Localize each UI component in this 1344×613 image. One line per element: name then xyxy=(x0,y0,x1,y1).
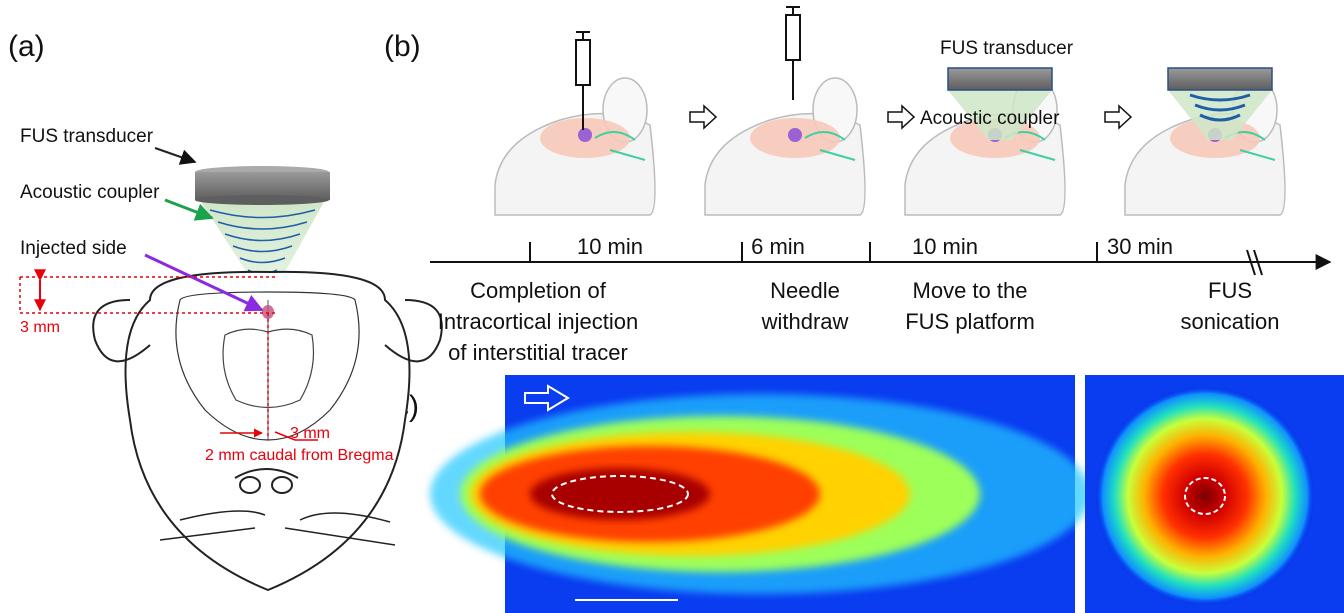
step-arrow xyxy=(690,106,716,128)
syringe xyxy=(576,40,590,85)
interval-label: 6 min xyxy=(751,234,805,259)
annotation: FUS transducer xyxy=(20,126,154,147)
panel-label: (a) xyxy=(8,30,45,63)
mouse xyxy=(705,7,865,215)
panel-a-drawing xyxy=(20,148,442,590)
section-label: 2 mm caudal from Bregma xyxy=(205,447,394,464)
annotation: Injected side xyxy=(20,238,127,259)
timeline-labels: 10 min 6 min 10 min 30 min Completion of Intr… xyxy=(438,234,1280,365)
interval-label: 30 min xyxy=(1107,234,1173,259)
step-label: Completion of xyxy=(470,278,607,303)
annotation: Acoustic coupler xyxy=(920,108,1060,129)
figure: (a) (b) (c) FUS transducer Acoustic coup… xyxy=(0,0,1344,613)
interval-label: 10 min xyxy=(577,234,643,259)
mouse xyxy=(1125,68,1285,215)
step-label: sonication xyxy=(1180,309,1279,334)
panel-label: (b) xyxy=(384,30,421,63)
step-label: FUS platform xyxy=(905,309,1035,334)
annotation: FUS transducer xyxy=(940,38,1074,59)
step-label: of interstitial tracer xyxy=(448,340,628,365)
interval-label: 10 min xyxy=(912,234,978,259)
panel-b-drawing xyxy=(495,7,1285,215)
step-arrow xyxy=(1105,106,1131,128)
step-arrow xyxy=(888,106,914,128)
dimension-label: 3 mm xyxy=(290,425,330,442)
dimension-label: 3 mm xyxy=(20,319,60,336)
syringe xyxy=(786,15,800,60)
mouse xyxy=(495,32,655,215)
transducer xyxy=(948,68,1052,90)
mouse xyxy=(905,68,1065,215)
step-label: Needle xyxy=(770,278,840,303)
step-label: Move to the xyxy=(913,278,1028,303)
tracer xyxy=(578,128,592,142)
tracer xyxy=(788,128,802,142)
heatmap-cross xyxy=(1085,375,1344,613)
step-label: FUS xyxy=(1208,278,1252,303)
heatmap-long xyxy=(430,375,1090,613)
transducer xyxy=(1168,68,1272,90)
step-label: Intracortical injection xyxy=(438,309,639,334)
step-label: withdraw xyxy=(761,309,849,334)
annotation: Acoustic coupler xyxy=(20,182,160,203)
